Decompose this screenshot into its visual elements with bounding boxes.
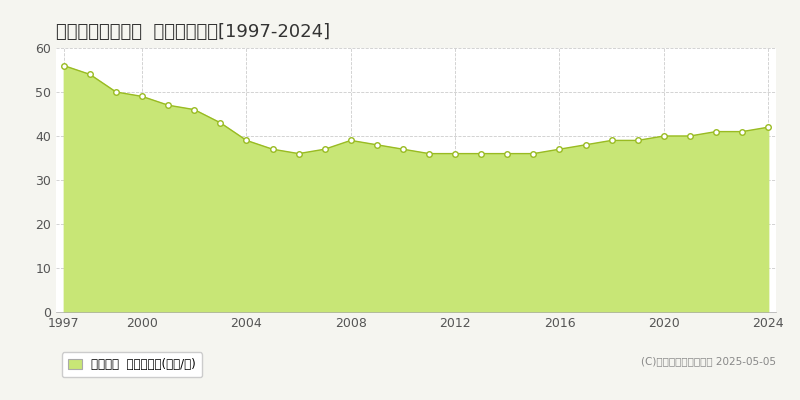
Legend: 基準地価  平均坤単価(万円/坤): 基準地価 平均坤単価(万円/坤) [62, 352, 202, 377]
Text: (C)土地価格ドットコム 2025-05-05: (C)土地価格ドットコム 2025-05-05 [641, 356, 776, 366]
Text: 生駒郡斑鳩町阿波  基準地価推移[1997-2024]: 生駒郡斑鳩町阿波 基準地価推移[1997-2024] [56, 23, 330, 41]
